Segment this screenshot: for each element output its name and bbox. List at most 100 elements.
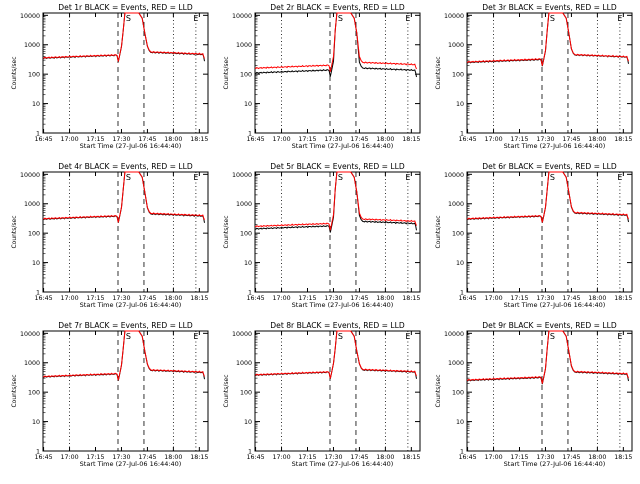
x-tick-label: 17:45 [350,295,368,302]
x-tick-label: 17:45 [138,454,156,461]
x-axis-label: Start Time (27-Jul-06 16:44:40) [504,142,606,150]
x-tick-label: 17:30 [112,454,130,461]
x-tick-label: 18:00 [588,295,606,302]
x-tick-label: 17:30 [324,295,342,302]
y-tick-label: 10 [456,260,464,267]
x-tick-label: 17:15 [86,295,104,302]
series-lld-line [254,171,417,231]
y-tick-label: 100 [240,231,252,238]
panel-det-1: Det 1r BLACK = Events, RED = LLD 16:45 17:… [11,3,209,150]
y-tick-label: 1 [36,131,40,138]
x-tick-label: 17:15 [510,295,528,302]
x-tick-label: 17:30 [112,295,130,302]
panel-det-8: Det 8r BLACK = Events, RED = LLD 16:45 17:… [223,321,421,468]
y-tick-label: 10 [456,419,464,426]
x-tick-label: 18:00 [376,136,394,143]
y-tick-label: 10000 [20,172,40,179]
x-tick-label: 17:00 [484,295,502,302]
x-axis-label: Start Time (27-Jul-06 16:44:40) [80,142,182,150]
y-tick-label: 1000 [236,201,252,208]
y-axis-label: Counts/sec [223,215,230,248]
y-tick-label: 10000 [20,331,40,338]
y-tick-label: 100 [452,72,464,79]
x-tick-label: 17:30 [112,136,130,143]
panel-title: Det 5r BLACK = Events, RED = LLD [270,162,405,171]
x-tick-label: 17:00 [272,454,290,461]
panel-det-5: Det 5r BLACK = Events, RED = LLD 16:45 17:… [223,162,421,309]
x-tick-label: 16:45 [34,136,52,143]
x-tick-label: 17:15 [510,136,528,143]
series-events-line [254,171,417,233]
marker-s: S [550,173,555,182]
x-tick-label: 17:00 [484,454,502,461]
y-tick-label: 10 [456,101,464,108]
marker-e: E [617,332,622,341]
y-tick-label: 1 [248,131,252,138]
x-tick-label: 16:45 [246,295,264,302]
x-tick-label: 17:45 [562,295,580,302]
y-axis-label: Counts/sec [223,56,230,89]
y-tick-label: 1000 [236,42,252,49]
x-tick-label: 16:45 [246,454,264,461]
x-tick-label: 17:45 [562,454,580,461]
y-tick-label: 10 [32,419,40,426]
x-tick-label: 17:00 [60,295,78,302]
x-tick-label: 16:45 [458,454,476,461]
x-tick-label: 18:15 [402,136,420,143]
y-tick-label: 1000 [24,360,40,367]
panel-det-7: Det 7r BLACK = Events, RED = LLD 16:45 17:… [11,321,209,468]
plot-frame [466,330,633,452]
series-lld-line [42,171,205,223]
x-axis-label: Start Time (27-Jul-06 16:44:40) [80,460,182,468]
marker-s: S [126,332,131,341]
plot-frame [466,171,633,293]
panel-det-4: Det 4r BLACK = Events, RED = LLD 16:45 17:… [11,162,209,309]
y-tick-label: 1 [248,290,252,297]
y-tick-label: 1 [460,131,464,138]
x-tick-label: 17:15 [510,454,528,461]
y-axis-label: Counts/sec [11,56,18,89]
y-tick-label: 10000 [232,172,252,179]
y-tick-label: 1 [248,449,252,456]
panel-det-2: Det 2r BLACK = Events, RED = LLD 16:45 17:… [223,3,421,150]
plot-frame [42,330,209,452]
x-axis-label: Start Time (27-Jul-06 16:44:40) [292,142,394,150]
x-axis-label: Start Time (27-Jul-06 16:44:40) [292,301,394,309]
x-axis-label: Start Time (27-Jul-06 16:44:40) [504,301,606,309]
y-axis-label: Counts/sec [435,215,442,248]
y-tick-label: 100 [452,231,464,238]
marker-e: E [617,14,622,23]
x-tick-label: 17:45 [138,136,156,143]
x-tick-label: 18:15 [190,454,208,461]
marker-e: E [617,173,622,182]
y-tick-label: 10 [244,260,252,267]
x-tick-label: 16:45 [34,454,52,461]
x-tick-label: 17:15 [86,454,104,461]
x-tick-label: 17:00 [272,136,290,143]
y-tick-label: 1000 [236,360,252,367]
y-tick-label: 10 [32,260,40,267]
y-tick-label: 100 [452,390,464,397]
series-lld-line [42,12,205,62]
marker-s: S [550,14,555,23]
x-tick-label: 17:15 [298,295,316,302]
x-tick-label: 18:15 [614,136,632,143]
plot-frame [42,171,209,293]
series-lld-line [254,330,417,379]
y-axis-label: Counts/sec [11,215,18,248]
x-tick-label: 17:15 [298,454,316,461]
marker-s: S [126,173,131,182]
panel-title: Det 3r BLACK = Events, RED = LLD [482,3,617,12]
series-events-line [254,12,417,78]
x-tick-label: 18:00 [588,136,606,143]
marker-s: S [338,173,343,182]
plot-frame [42,12,209,134]
marker-e: E [405,173,410,182]
marker-s: S [338,14,343,23]
y-tick-label: 10000 [444,13,464,20]
y-tick-label: 10000 [444,172,464,179]
x-axis-label: Start Time (27-Jul-06 16:44:40) [292,460,394,468]
x-tick-label: 18:15 [190,136,208,143]
marker-s: S [126,14,131,23]
